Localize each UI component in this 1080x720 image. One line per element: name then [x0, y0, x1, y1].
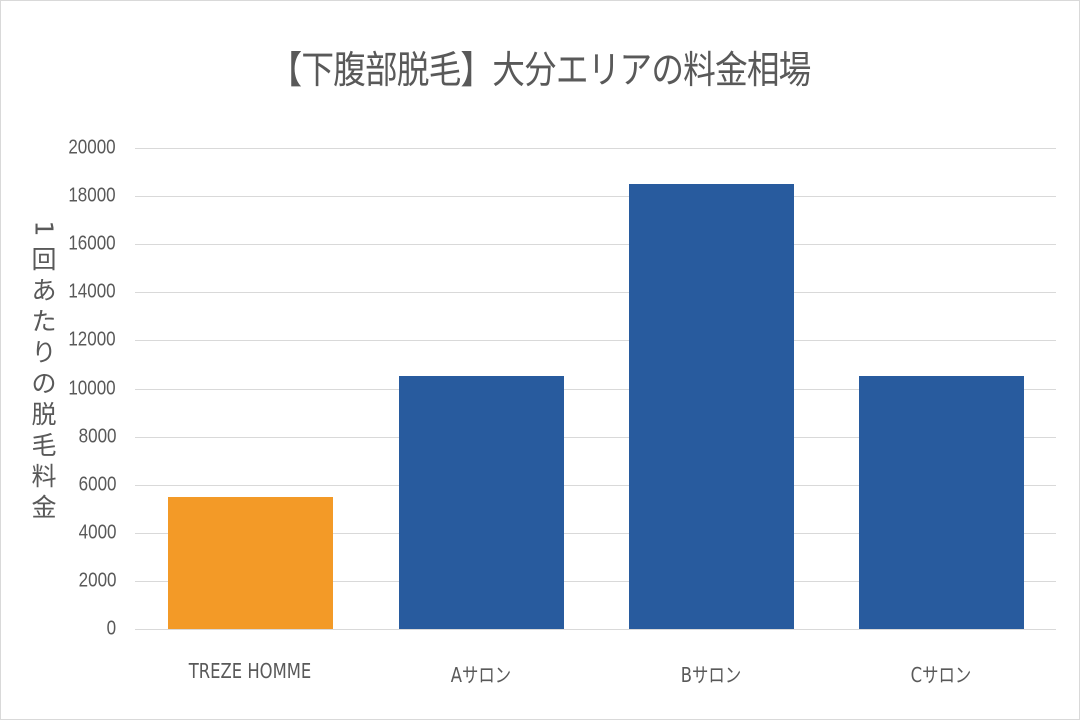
gridline [135, 389, 1056, 390]
y-axis-title-char: 脱 [31, 400, 57, 429]
y-tick-label: 2000 [78, 569, 116, 592]
gridline [135, 581, 1056, 582]
y-axis-title-char: り [31, 338, 57, 367]
y-axis-title: 1 回あたりの脱毛料金 [29, 213, 59, 523]
y-axis-title-char: た [31, 307, 57, 336]
y-tick-label: 10000 [68, 377, 116, 400]
bar [858, 376, 1024, 629]
y-tick-label: 6000 [78, 473, 116, 496]
y-axis-title-char: 回 [31, 245, 57, 274]
chart-title: 【下腹部脱毛】大分エリアの料金相場 [269, 48, 812, 92]
y-axis-title-char: 1 [29, 220, 59, 237]
y-tick-label: 16000 [68, 232, 116, 255]
bar [628, 184, 794, 629]
gridline [135, 196, 1056, 197]
gridline [135, 437, 1056, 438]
y-tick-label: 14000 [68, 280, 116, 303]
y-tick-label: 12000 [68, 328, 116, 351]
y-tick-label: 8000 [78, 425, 116, 448]
y-axis-title-char: 料 [31, 462, 57, 491]
x-tick-label: Cサロン [910, 663, 972, 687]
bar [167, 496, 333, 629]
y-axis-title-char: の [31, 369, 57, 398]
gridline [135, 533, 1056, 534]
gridline [135, 629, 1056, 630]
x-tick-label: Aサロン [450, 663, 512, 687]
y-tick-label: 18000 [68, 184, 116, 207]
y-axis-title-char: あ [31, 276, 57, 305]
gridline [135, 340, 1056, 341]
y-axis-title-char: 毛 [31, 431, 57, 460]
gridline [135, 292, 1056, 293]
gridline [135, 148, 1056, 149]
x-tick-label: TREZE HOMME [188, 659, 312, 683]
gridline [135, 485, 1056, 486]
y-tick-label: 0 [106, 617, 116, 640]
x-tick-label: Bサロン [680, 663, 742, 687]
bar [398, 376, 564, 629]
y-tick-label: 20000 [68, 136, 116, 159]
gridline [135, 244, 1056, 245]
y-tick-label: 4000 [78, 521, 116, 544]
y-axis-title-char: 金 [31, 493, 57, 522]
